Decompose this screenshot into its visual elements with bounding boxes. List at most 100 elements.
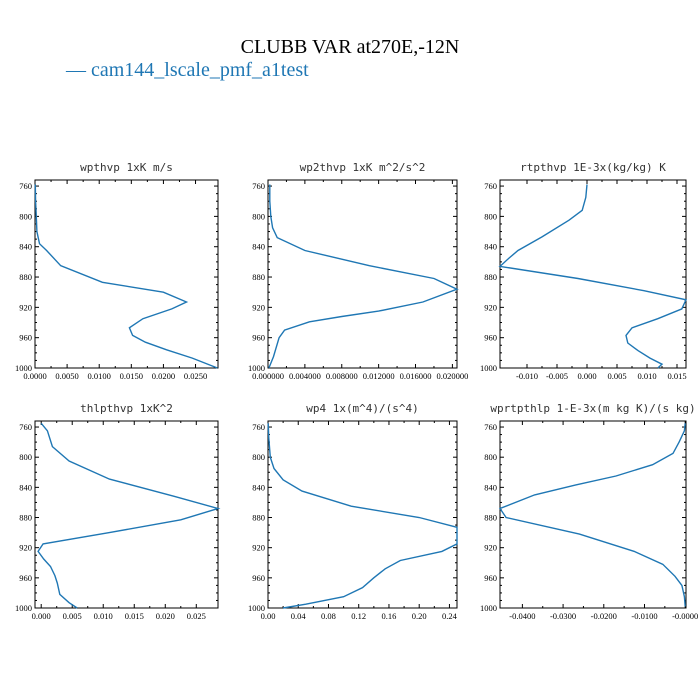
y-tick-label: 800	[252, 211, 265, 221]
panel-title: wpthvp 1xK m/s	[80, 161, 173, 174]
y-tick-label: 840	[484, 242, 497, 252]
x-tick-label: 0.008000	[326, 371, 358, 381]
plot-frame	[267, 420, 458, 609]
y-tick-label: 960	[19, 333, 32, 343]
x-tick-label: -0.005	[546, 371, 568, 381]
x-tick-label: 0.08	[321, 611, 336, 621]
y-tick-label: 880	[19, 513, 32, 523]
y-tick-label: 800	[19, 452, 32, 462]
series-line	[267, 423, 458, 609]
x-tick-label: -0.010	[516, 371, 538, 381]
chart-panel: wprtpthlp 1-E-3x(m kg K)/(s kg) 760 800 840…	[480, 402, 698, 621]
page-title: CLUBB VAR at270E,-12N	[240, 36, 460, 58]
plot-frame	[499, 179, 687, 369]
y-tick-label: 960	[19, 573, 32, 583]
y-tick-label: 760	[252, 181, 265, 191]
y-tick-label: 920	[252, 302, 265, 312]
x-tick-label: 0.016000	[400, 371, 432, 381]
x-tick-label: 0.015	[125, 611, 144, 621]
y-tick-label: 1000	[15, 363, 32, 373]
x-tick-label: 0.0050	[55, 371, 78, 381]
chart-panel: rtpthvp 1E-3x(kg/kg) K 760 800 840 880 920 960…	[480, 161, 688, 381]
x-tick-label: 0.04	[291, 611, 307, 621]
x-tick-label: 0.000	[32, 611, 51, 621]
y-tick-label: 760	[19, 181, 32, 191]
panel-title: wp4 1x(m^4)/(s^4)	[306, 402, 419, 415]
panel-title: rtpthvp 1E-3x(kg/kg) K	[520, 161, 666, 174]
y-tick-label: 840	[484, 482, 497, 492]
x-tick-label: 0.012000	[363, 371, 395, 381]
y-tick-label: 960	[252, 333, 265, 343]
y-tick-label: 800	[484, 452, 497, 462]
x-tick-label: 0.0150	[120, 371, 143, 381]
y-tick-label: 840	[19, 242, 32, 252]
y-tick-label: 840	[19, 482, 32, 492]
plot-frame	[499, 420, 687, 609]
y-tick-label: 960	[484, 333, 497, 343]
chart-panel: thlpthvp 1xK^2 760 800 840 880 920 960 10000.00…	[15, 402, 221, 621]
x-tick-label: 0.12	[351, 611, 366, 621]
y-tick-label: 1000	[15, 603, 32, 613]
y-tick-label: 800	[19, 211, 32, 221]
x-tick-label: -0.0400	[509, 611, 535, 621]
y-tick-label: 760	[252, 422, 265, 432]
y-tick-label: 1000	[248, 603, 265, 613]
chart-panel: wp2thvp 1xK m^2/s^2 760 800 840 880 920 960 100…	[248, 161, 468, 381]
series-line	[498, 423, 686, 607]
x-tick-label: 0.020	[156, 611, 175, 621]
chart-panel: wp4 1x(m^4)/(s^4)76080084088092096010000…	[248, 402, 458, 621]
y-tick-label: 920	[19, 543, 32, 553]
plot-frame	[34, 179, 219, 369]
y-tick-label: 960	[484, 573, 497, 583]
y-tick-label: 920	[484, 302, 497, 312]
y-tick-label: 880	[252, 513, 265, 523]
y-tick-label: 800	[484, 211, 497, 221]
y-tick-label: 880	[484, 272, 497, 282]
y-tick-label: 1000	[480, 603, 497, 613]
y-tick-label: 880	[19, 272, 32, 282]
plot-frame	[267, 179, 458, 369]
y-tick-label: 920	[484, 543, 497, 553]
x-tick-label: -0.0000	[672, 611, 698, 621]
y-tick-label: 880	[484, 513, 497, 523]
x-tick-label: -0.0200	[591, 611, 617, 621]
y-tick-label: 760	[19, 422, 32, 432]
y-tick-label: 1000	[480, 363, 497, 373]
series-line	[34, 184, 218, 369]
x-tick-label: 0.24	[442, 611, 458, 621]
x-tick-label: 0.000000	[252, 371, 284, 381]
series-line	[268, 184, 459, 369]
x-tick-label: 0.010	[94, 611, 113, 621]
y-tick-label: 920	[252, 543, 265, 553]
x-tick-label: 0.000	[577, 371, 596, 381]
legend-entry: — cam144_lscale_pmf_a1test	[66, 59, 309, 81]
x-tick-label: -0.0100	[631, 611, 657, 621]
legend-label: cam144_lscale_pmf_a1test	[91, 59, 309, 81]
x-tick-label: 0.004000	[289, 371, 321, 381]
panel-title: thlpthvp 1xK^2	[80, 402, 173, 415]
y-tick-label: 800	[252, 452, 265, 462]
x-tick-label: 0.0200	[152, 371, 175, 381]
x-tick-label: 0.0250	[184, 371, 207, 381]
y-tick-label: 960	[252, 573, 265, 583]
series-line	[498, 184, 688, 369]
y-tick-label: 840	[252, 482, 265, 492]
panel-title: wp2thvp 1xK m^2/s^2	[300, 161, 426, 174]
x-tick-label: 0.00	[261, 611, 276, 621]
panel-title: wprtpthlp 1-E-3x(m kg K)/(s kg)	[490, 402, 695, 415]
x-tick-label: 0.015	[667, 371, 686, 381]
x-tick-label: 0.0100	[88, 371, 111, 381]
x-tick-label: 0.025	[187, 611, 206, 621]
x-tick-label: 0.005	[607, 371, 626, 381]
y-tick-label: 880	[252, 272, 265, 282]
x-tick-label: 0.16	[382, 611, 397, 621]
plot-frame	[34, 420, 219, 609]
x-tick-label: 0.020000	[436, 371, 468, 381]
y-tick-label: 840	[252, 242, 265, 252]
x-tick-label: 0.20	[412, 611, 427, 621]
y-tick-label: 1000	[248, 363, 265, 373]
y-tick-label: 760	[484, 422, 497, 432]
y-tick-label: 760	[484, 181, 497, 191]
x-tick-label: 0.0000	[23, 371, 46, 381]
